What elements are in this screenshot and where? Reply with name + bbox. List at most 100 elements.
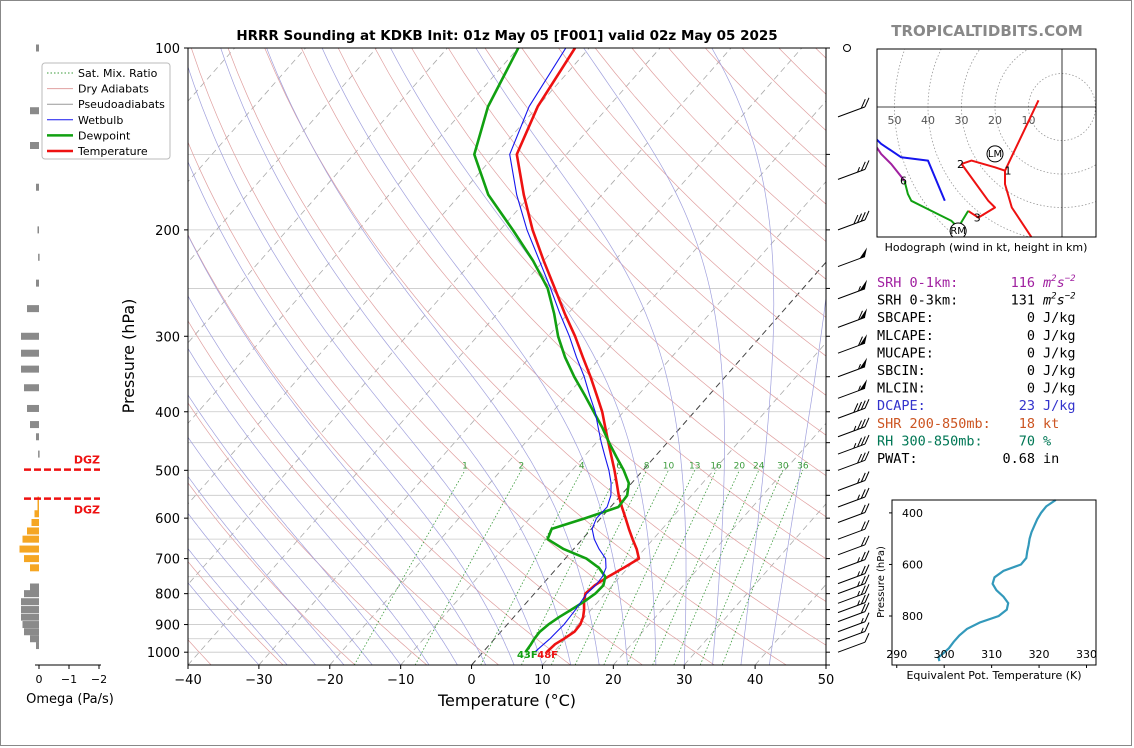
moist-adiabat [188, 347, 430, 665]
moist-adiabat [188, 65, 543, 665]
hodograph-segment [961, 159, 1006, 172]
stat-key: MLCIN: [877, 381, 926, 397]
barb-flag [860, 504, 866, 515]
mixing-ratio-line [721, 470, 804, 665]
hodograph-height-label: 1 [1005, 165, 1012, 178]
omega-bar [24, 628, 39, 636]
barb-flag [860, 585, 866, 595]
omega-bar [21, 332, 39, 340]
hodograph-storm-motion-marker [949, 222, 967, 237]
barb-flag [864, 399, 870, 409]
barb-half-flag [857, 590, 861, 597]
barb-staff [837, 621, 866, 633]
stat-key: DCAPE: [877, 398, 926, 414]
isotherm-line [188, 48, 519, 424]
isotherm-line [188, 48, 661, 586]
dry-adiabat [190, 48, 715, 665]
omega-bar [37, 496, 39, 504]
stat-unit: J/kg [1043, 398, 1076, 414]
barb-flag [860, 565, 866, 576]
barb-staff [837, 602, 866, 614]
barb-half-flag [853, 425, 857, 432]
hodograph-grid: 50 40 30 20 10 [877, 49, 1096, 237]
wind-barb [837, 210, 870, 231]
skewt-y-axis-label: Pressure (hPa) [119, 299, 138, 414]
barb-staff [837, 583, 866, 595]
hodograph-ring-label: 40 [921, 114, 935, 127]
barb-staff [837, 342, 866, 354]
theta-e-x-tick-label: 310 [981, 648, 1002, 661]
mixing-ratio-label: 24 [753, 461, 765, 471]
stat-key: MLCAPE: [877, 328, 934, 344]
barb-flag [857, 213, 863, 223]
omega-bar [36, 642, 39, 650]
mixing-ratio-label: 4 [579, 461, 585, 471]
y-tick-label: 400 [155, 406, 180, 421]
x-tick-label: −30 [245, 673, 272, 688]
omega-bar [22, 535, 39, 543]
wind-barb [837, 564, 870, 585]
legend-entry: Temperature [77, 145, 148, 158]
surface-dewpoint-label: 43F [517, 650, 538, 661]
omega-bar [21, 613, 39, 621]
omega-bar [27, 404, 39, 412]
hodograph-segment [1004, 99, 1040, 237]
wind-barb [837, 535, 870, 556]
y-tick-label: 1000 [147, 646, 180, 661]
y-tick-label: 100 [155, 42, 180, 57]
wind-barb [837, 451, 870, 471]
barb-staff [837, 641, 866, 653]
x-tick-label: 0 [467, 673, 475, 688]
theta-e-panel: 290 300 310 320 330 400 600 800 [886, 499, 1097, 668]
barb-staff [837, 544, 866, 556]
mixing-ratio-label: 16 [710, 461, 722, 471]
omega-bar [30, 564, 39, 572]
barb-flag [860, 594, 866, 605]
omega-panel: 0 −1 −2 DGZ DGZ [19, 44, 107, 686]
dry-adiabat [188, 482, 356, 665]
mixing-ratio-label: 8 [644, 461, 650, 471]
omega-bar [30, 421, 39, 429]
hodograph-caption: Hodograph (wind in kt, height in km) [885, 241, 1088, 254]
stat-unit: J/kg [1043, 328, 1076, 344]
omega-bar [27, 527, 39, 535]
isotherm-line [188, 48, 590, 505]
dry-adiabat [484, 48, 826, 396]
omega-bar [24, 384, 39, 392]
barb-staff [837, 573, 866, 585]
wind-barb [837, 379, 867, 399]
hodograph-ring-label: 20 [988, 114, 1002, 127]
hodograph-segment [877, 138, 946, 202]
barb-flag [864, 519, 870, 530]
omega-bar [30, 635, 39, 643]
barb-half-flag [857, 600, 861, 606]
barb-half-flag [857, 166, 861, 173]
omega-bar [19, 545, 39, 553]
barb-staff [837, 443, 866, 455]
barb-flag [857, 420, 863, 430]
barb-flag [857, 401, 863, 412]
barb-flag [864, 210, 870, 221]
barb-staff [837, 480, 866, 491]
y-tick-label: 500 [155, 464, 180, 479]
barb-flag [864, 612, 870, 622]
wind-barb [837, 612, 870, 633]
barb-flag [853, 214, 859, 225]
omega-bar [24, 555, 39, 563]
legend-entry: Pseudoadiabats [78, 98, 165, 111]
barb-flag [860, 418, 866, 429]
barb-flag [860, 575, 866, 586]
barb-flag [864, 451, 870, 461]
wind-barb [837, 160, 870, 180]
stat-key: RH 300-850mb: [877, 433, 983, 449]
profile-wetbulb [509, 48, 612, 653]
barb-flag [864, 593, 870, 603]
theta-e-profile [937, 499, 1057, 662]
hodograph-height-label: 9 [863, 128, 870, 141]
barb-half-flag [857, 581, 861, 587]
mixing-ratio-line [626, 470, 717, 665]
wind-barb [837, 247, 867, 268]
isotherm-line [188, 48, 306, 183]
theta-e-y-tick-label: 600 [902, 558, 923, 571]
